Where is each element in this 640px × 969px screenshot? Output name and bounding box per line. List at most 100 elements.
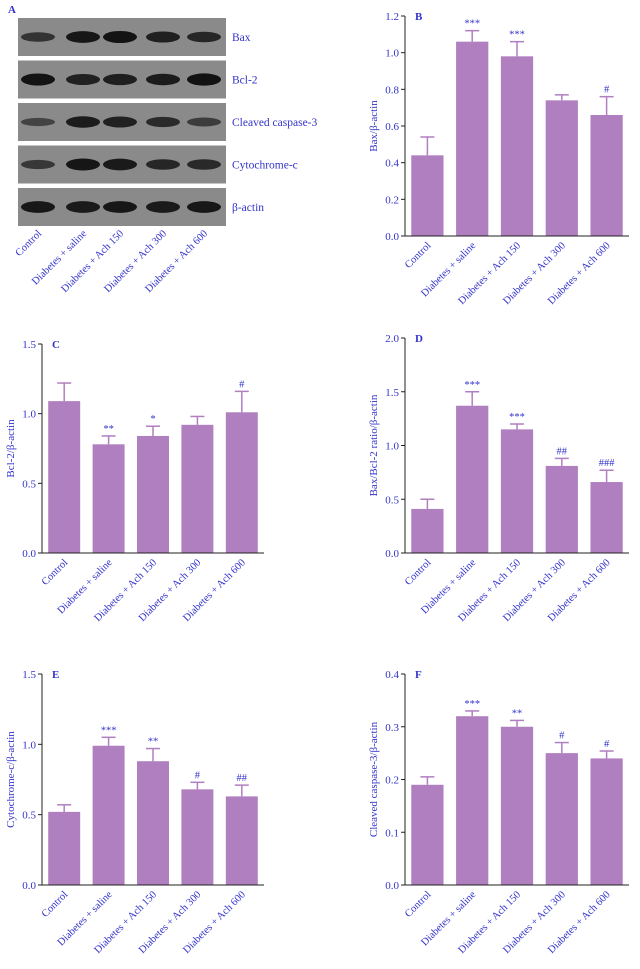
bar (225, 796, 258, 885)
significance-label: ** (512, 708, 523, 719)
blot-band (103, 158, 137, 171)
y-tick-label: 0.0 (22, 880, 36, 892)
blot-band (187, 31, 221, 43)
significance-label: *** (464, 19, 480, 30)
y-axis-label: Cytochrome-c/β-actin (5, 731, 17, 828)
y-tick-label: 0.0 (385, 548, 399, 560)
y-tick-label: 0.4 (385, 669, 399, 681)
protein-label: β-actin (232, 202, 264, 214)
y-tick-label: 1.0 (385, 48, 399, 60)
significance-label: # (195, 770, 201, 781)
significance-label: # (559, 731, 565, 742)
panel-letter: C (52, 339, 60, 351)
bar (137, 435, 169, 553)
significance-label: *** (464, 699, 480, 710)
y-tick-label: 0.5 (22, 478, 36, 490)
lane-label: Control (14, 228, 45, 259)
blot-band (187, 73, 221, 86)
y-tick-label: 0.2 (385, 194, 399, 206)
protein-label: Bcl-2 (232, 75, 258, 87)
blot-band (21, 159, 55, 170)
blot-band (66, 116, 100, 128)
bar (181, 789, 214, 885)
bar (456, 41, 489, 236)
blot-band (146, 159, 180, 170)
blot-band (146, 73, 180, 86)
significance-label: # (239, 379, 245, 390)
y-tick-label: 2.0 (385, 333, 399, 345)
significance-label: # (604, 739, 610, 750)
bar (92, 444, 125, 553)
bar (545, 753, 578, 885)
y-tick-label: 1.2 (385, 11, 399, 23)
bar (545, 465, 578, 553)
blot-band (187, 201, 221, 213)
blot-band (103, 201, 137, 213)
panel-a: A Bax Bcl-2 Cleaved caspase-3 Cytochrome-c β-… (8, 4, 318, 295)
bar (590, 758, 623, 885)
y-tick-label: 1.5 (22, 339, 36, 351)
bar (225, 412, 258, 553)
blot-band (66, 201, 100, 213)
x-tick-label: Control (403, 889, 434, 920)
blot-band (103, 30, 137, 44)
blot-band (187, 159, 221, 170)
bar (545, 100, 578, 236)
y-tick-label: 1.5 (22, 669, 36, 681)
significance-label: ** (103, 424, 114, 435)
blot-band (187, 117, 221, 127)
y-axis-label: Bax/β-actin (368, 100, 380, 152)
bar (411, 508, 444, 553)
bar (500, 56, 534, 237)
bar (48, 401, 81, 553)
y-tick-label: 0.0 (385, 231, 399, 243)
blot-band (66, 31, 100, 43)
panel-letter: A (8, 4, 16, 16)
protein-label: Cleaved caspase-3 (232, 117, 318, 129)
bar (500, 726, 534, 885)
bar (456, 716, 489, 885)
blot-band (66, 158, 100, 171)
bar (411, 784, 444, 885)
y-tick-label: 1.0 (22, 739, 36, 751)
x-tick-label: Control (403, 240, 434, 271)
y-tick-label: 0.2 (385, 775, 399, 787)
y-tick-label: 0.4 (385, 158, 399, 170)
bar (411, 155, 444, 236)
significance-label: *** (464, 380, 480, 391)
bar (48, 811, 81, 885)
significance-label: *** (101, 725, 117, 736)
significance-label: ## (557, 446, 568, 457)
y-tick-label: 0.1 (385, 827, 399, 839)
protein-label: Bax (232, 32, 251, 44)
panel-letter: F (415, 669, 422, 681)
protein-label: Cytochrome-c (232, 160, 298, 172)
panel-letter: E (52, 669, 59, 681)
y-axis-label: Cleaved caspase-3/β-actin (368, 721, 380, 837)
x-tick-label: Control (403, 557, 434, 588)
significance-label: ** (148, 737, 159, 748)
significance-label: * (150, 414, 155, 425)
blot-band (146, 116, 180, 128)
y-axis-label: Bax/Bcl-2 ratio/β-actin (368, 394, 380, 496)
blot-band (146, 201, 180, 213)
y-tick-label: 0.8 (385, 84, 399, 96)
significance-label: *** (509, 30, 525, 41)
blot-band (21, 73, 55, 86)
blot-band (21, 201, 55, 213)
panel-letter: B (415, 11, 423, 23)
y-tick-label: 0.0 (385, 880, 399, 892)
panel-letter: D (415, 333, 423, 345)
y-tick-label: 0.3 (385, 722, 399, 734)
bar (456, 405, 489, 553)
blot-band (103, 73, 137, 86)
y-tick-label: 1.5 (385, 387, 399, 399)
significance-label: *** (509, 412, 525, 423)
bar (92, 745, 125, 885)
y-tick-label: 0.6 (385, 121, 399, 133)
